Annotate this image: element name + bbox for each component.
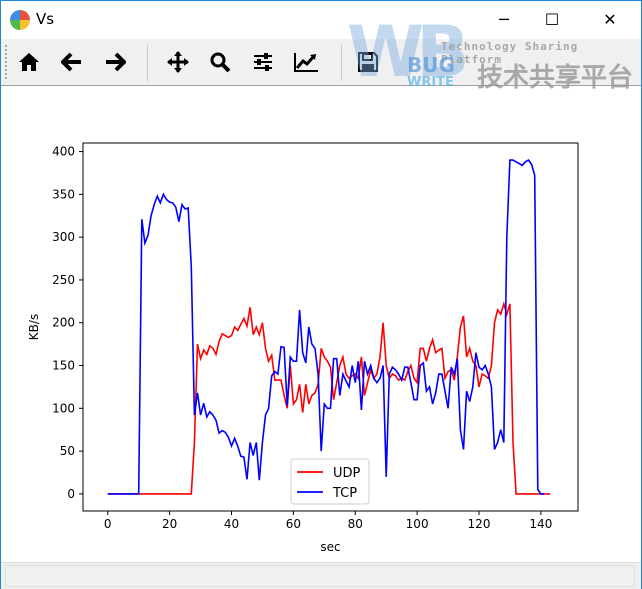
- zoom-icon: [210, 52, 231, 73]
- forward-button[interactable]: [98, 45, 132, 79]
- pan-button[interactable]: [161, 45, 195, 79]
- legend-label: TCP: [332, 486, 357, 501]
- pan-icon: [167, 51, 189, 73]
- y-tick-label: 350: [52, 187, 75, 201]
- x-tick-label: 100: [406, 517, 429, 531]
- subplots-button[interactable]: [246, 45, 280, 79]
- plot-frame: [82, 142, 579, 512]
- legend-label: UDP: [333, 466, 361, 481]
- chart-canvas[interactable]: 0 20 40 60 80 100 120 140 0 50 100 150 200 250 300 350 4…: [1, 87, 641, 562]
- y-tick-label: 400: [52, 145, 75, 159]
- save-button[interactable]: [351, 45, 385, 79]
- maximize-button[interactable]: ☐: [544, 9, 560, 29]
- x-tick-label: 120: [468, 517, 491, 531]
- series-line-tcp: [107, 159, 544, 495]
- y-tick-label: 250: [52, 273, 75, 287]
- toolbar-separator: [341, 45, 342, 81]
- y-tick-label: 0: [67, 487, 75, 501]
- toolbar: [1, 39, 641, 86]
- window-title: Vs: [36, 10, 55, 28]
- customize-icon: [294, 53, 318, 72]
- plot-area: [83, 143, 578, 511]
- y-tick-label: 150: [52, 359, 75, 373]
- status-bar: [1, 562, 641, 589]
- zoom-button[interactable]: [203, 45, 237, 79]
- title-bar: Vs ─ ☐ ✕: [1, 1, 641, 39]
- x-tick-label: 60: [286, 517, 301, 531]
- back-icon: [61, 52, 81, 72]
- save-icon: [358, 52, 378, 72]
- y-tick-label: 300: [52, 230, 75, 244]
- toolbar-grip[interactable]: [5, 45, 7, 79]
- x-tick-label: 140: [529, 517, 552, 531]
- back-button[interactable]: [55, 45, 89, 79]
- series-line-udp: [107, 301, 551, 495]
- y-tick-label: 200: [52, 316, 75, 330]
- x-tick-label: 80: [348, 517, 363, 531]
- x-tick-label: 20: [162, 517, 177, 531]
- toolbar-separator: [147, 45, 148, 81]
- forward-icon: [106, 52, 126, 72]
- x-tick-label: 0: [104, 517, 112, 531]
- home-button[interactable]: [12, 45, 46, 79]
- y-tick-label: 50: [60, 444, 75, 458]
- status-field: [5, 565, 635, 587]
- minimize-button[interactable]: ─: [499, 9, 509, 29]
- customize-button[interactable]: [289, 45, 323, 79]
- home-icon: [19, 53, 39, 71]
- subplots-icon: [254, 53, 272, 71]
- y-tick-label: 100: [52, 401, 75, 415]
- y-axis-label: KB/s: [27, 314, 41, 340]
- app-icon: [10, 10, 30, 30]
- x-axis-label: sec: [320, 540, 340, 554]
- x-tick-label: 40: [224, 517, 239, 531]
- close-button[interactable]: ✕: [603, 9, 617, 29]
